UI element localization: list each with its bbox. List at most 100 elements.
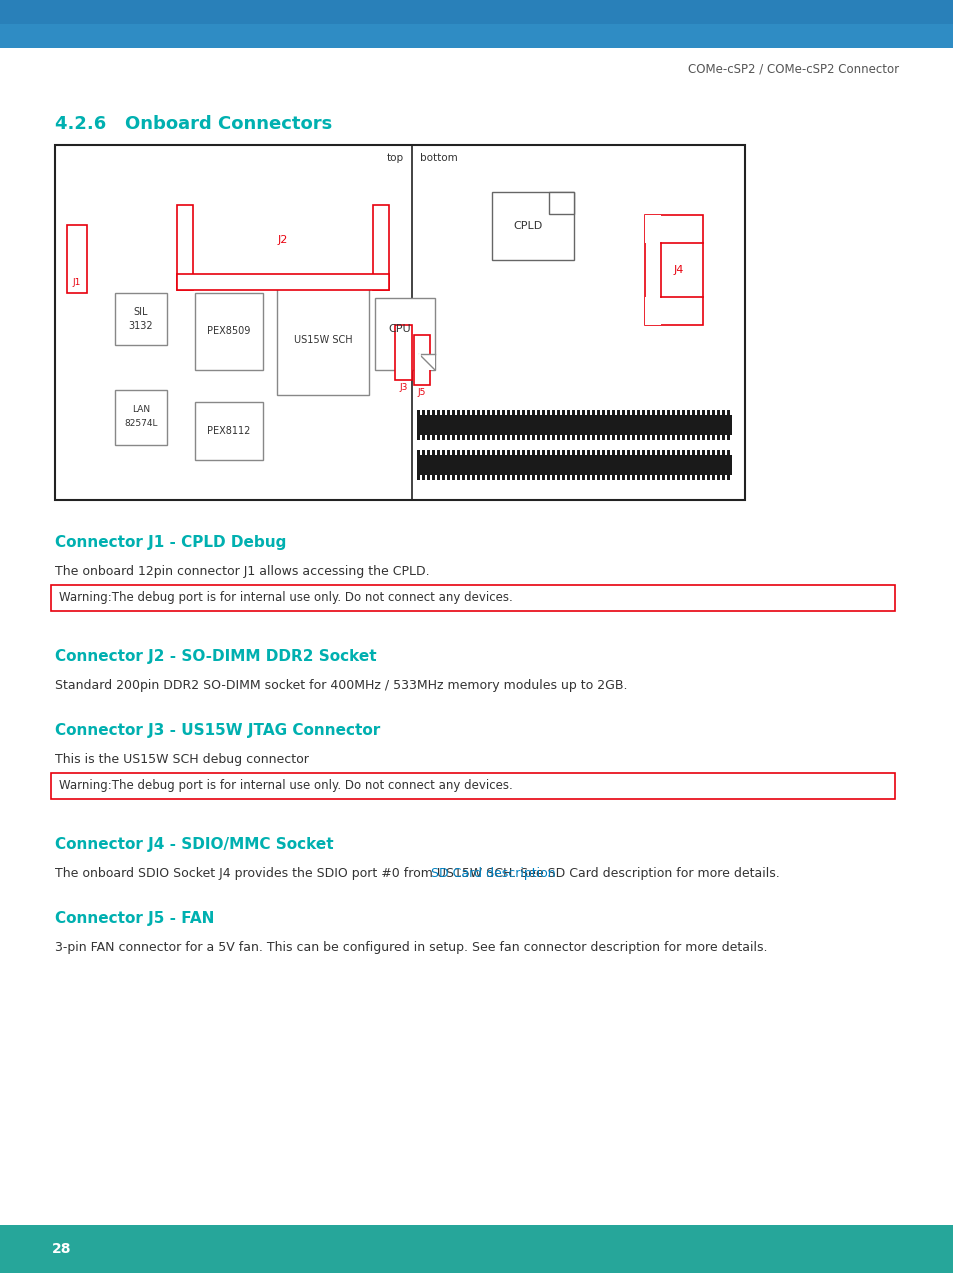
Bar	[447, 435, 450, 440]
Bar	[418, 354, 435, 370]
Bar	[416, 435, 419, 440]
Bar	[467, 449, 470, 454]
Bar	[441, 435, 444, 440]
Bar	[621, 435, 624, 440]
Bar	[711, 410, 714, 415]
Bar	[375, 298, 435, 370]
Bar	[706, 475, 709, 480]
Bar	[597, 475, 599, 480]
Text: 3-pin FAN connector for a 5V fan. This can be configured in setup. See fan conne: 3-pin FAN connector for a 5V fan. This c…	[55, 941, 767, 953]
Bar	[626, 475, 629, 480]
Bar	[481, 475, 484, 480]
Bar	[501, 475, 504, 480]
Bar	[626, 410, 629, 415]
Bar	[612, 410, 615, 415]
Bar	[541, 449, 544, 454]
Bar	[506, 410, 510, 415]
Bar	[637, 475, 639, 480]
Bar	[566, 449, 569, 454]
Bar	[416, 454, 731, 475]
Bar	[592, 449, 595, 454]
Bar	[677, 449, 679, 454]
Bar	[644, 297, 660, 325]
Bar	[597, 449, 599, 454]
Bar	[427, 410, 430, 415]
Bar	[592, 435, 595, 440]
Bar	[416, 415, 731, 435]
Bar	[472, 435, 475, 440]
Bar	[641, 410, 644, 415]
Bar	[651, 435, 655, 440]
Bar	[711, 475, 714, 480]
Bar	[467, 410, 470, 415]
Text: J5: J5	[417, 388, 426, 397]
Bar	[526, 449, 530, 454]
Bar	[581, 410, 584, 415]
Bar	[566, 410, 569, 415]
Bar	[561, 410, 564, 415]
Bar	[572, 475, 575, 480]
Bar	[686, 435, 689, 440]
Bar	[646, 449, 649, 454]
Bar	[686, 475, 689, 480]
Bar	[606, 475, 609, 480]
Bar	[701, 410, 704, 415]
Text: Standard 200pin DDR2 SO-DIMM socket for 400MHz / 533MHz memory modules up to 2GB: Standard 200pin DDR2 SO-DIMM socket for …	[55, 679, 627, 693]
Bar	[467, 475, 470, 480]
Text: J3: J3	[399, 383, 407, 392]
Bar	[512, 449, 515, 454]
Bar	[577, 475, 579, 480]
Bar	[532, 410, 535, 415]
Bar	[506, 435, 510, 440]
Bar	[436, 410, 439, 415]
Bar	[726, 475, 729, 480]
Bar	[416, 410, 419, 415]
Bar	[194, 402, 263, 460]
Bar	[581, 449, 584, 454]
Text: LAN: LAN	[132, 405, 150, 414]
Bar	[427, 435, 430, 440]
Bar	[606, 449, 609, 454]
Bar	[646, 475, 649, 480]
Bar	[621, 410, 624, 415]
Bar	[456, 435, 459, 440]
Bar	[711, 449, 714, 454]
Bar	[541, 435, 544, 440]
Bar	[452, 475, 455, 480]
Bar	[115, 390, 167, 446]
Bar	[631, 475, 635, 480]
Bar	[686, 410, 689, 415]
Bar	[617, 410, 619, 415]
Bar	[577, 449, 579, 454]
Text: SD Card description: SD Card description	[431, 867, 555, 880]
Bar	[691, 475, 695, 480]
Bar	[612, 475, 615, 480]
Bar	[552, 435, 555, 440]
Bar	[194, 293, 263, 370]
Bar	[532, 475, 535, 480]
Bar	[492, 410, 495, 415]
Bar	[512, 410, 515, 415]
Text: Connector J3 - US15W JTAG Connector: Connector J3 - US15W JTAG Connector	[55, 723, 380, 738]
Bar	[721, 410, 724, 415]
Bar	[521, 410, 524, 415]
Bar	[726, 449, 729, 454]
Bar	[572, 410, 575, 415]
Bar	[686, 449, 689, 454]
Bar	[67, 225, 87, 293]
Bar	[597, 410, 599, 415]
Text: Connector J5 - FAN: Connector J5 - FAN	[55, 911, 214, 925]
Bar	[486, 435, 490, 440]
Bar	[452, 435, 455, 440]
Bar	[395, 325, 412, 381]
Bar	[644, 215, 702, 325]
Bar	[717, 410, 720, 415]
Bar	[651, 410, 655, 415]
Bar	[644, 215, 660, 243]
Bar	[617, 449, 619, 454]
Bar	[572, 435, 575, 440]
Bar	[0, 24, 953, 48]
Bar	[501, 449, 504, 454]
Text: 82574L: 82574L	[124, 419, 157, 428]
Bar	[452, 410, 455, 415]
